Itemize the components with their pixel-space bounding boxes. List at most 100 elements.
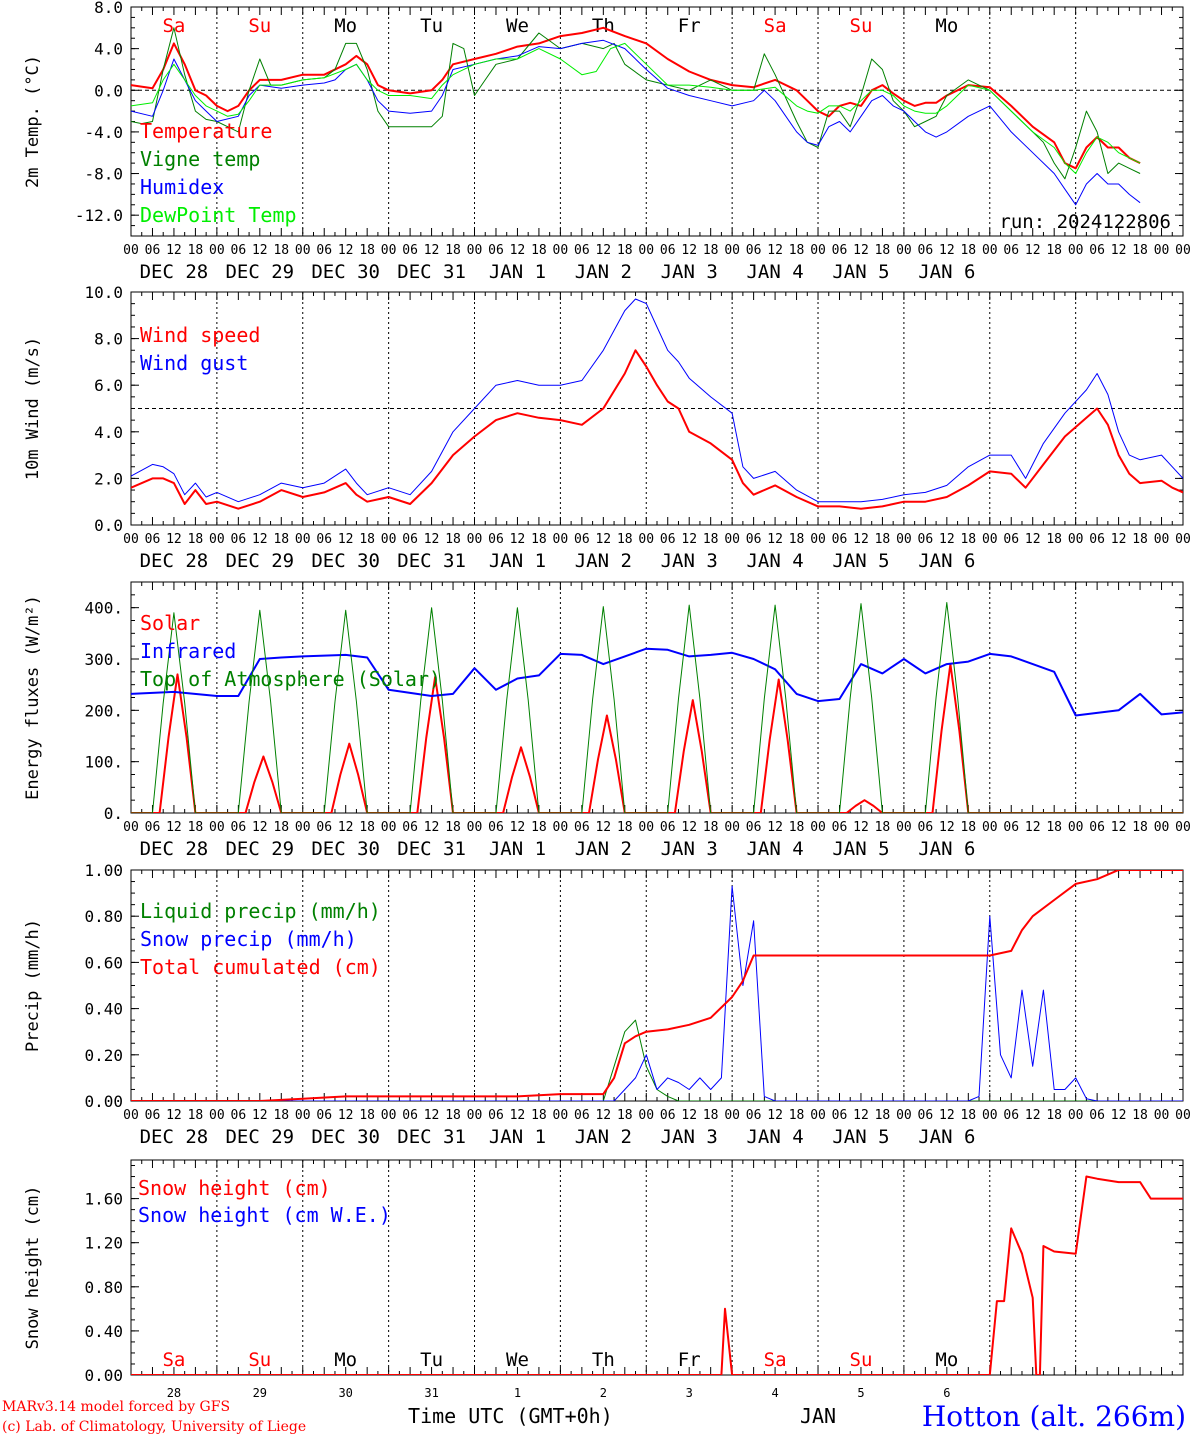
x-hour-label: 12 [681,820,697,835]
x-hour-label: 18 [875,532,891,547]
x-hour-label: 06 [488,820,504,835]
x-date-label: DEC 29 [225,550,294,572]
day-name-label: Su [850,1349,873,1371]
x-hour-label: 18 [531,532,547,547]
x-hour-label: 18 [359,1108,375,1123]
x-hour-label: 18 [617,532,633,547]
y-tick-label: 10.0 [84,283,123,302]
y-tick-label: 0.0 [94,81,123,100]
x-date-label: JAN 6 [918,261,975,283]
y-tick-label: 1.60 [84,1190,123,1209]
series-line-wind-speed [131,349,1183,510]
x-hour-label: 06 [746,532,762,547]
day-name-label: Sa [162,15,185,37]
x-hour-label: 18 [1046,532,1062,547]
x-hour-label: 18 [875,1108,891,1123]
x-hour-label: 12 [1025,532,1041,547]
y-tick-label: 0.80 [84,1278,123,1297]
y-axis-label: Precip (mm/h) [23,919,43,1052]
y-tick-label: 0.00 [84,1366,123,1385]
day-name-label: Sa [162,1349,185,1371]
x-hour-label: 06 [316,1108,332,1123]
x-hour-label: 12 [252,1108,268,1123]
x-hour-label: 12 [1111,1108,1127,1123]
x-day-number: 1 [514,1386,521,1400]
series-line-wind-gust [131,298,1183,503]
day-name-label: Su [248,15,271,37]
x-hour-label: 00 [638,532,654,547]
legend-entry: Snow precip (mm/h) [140,927,357,951]
x-hour-label: 18 [445,532,461,547]
x-hour-label: 00 [724,820,740,835]
x-hour-label: 06 [660,1108,676,1123]
x-day-number: 29 [253,1386,267,1400]
x-hour-label: 00 [467,243,483,258]
x-hour-label: 06 [746,243,762,258]
x-date-label: JAN 6 [918,838,975,860]
series-line-solar [131,663,1183,813]
x-hour-label: 12 [767,532,783,547]
x-date-label: JAN 3 [661,550,718,572]
y-axis-label: Snow height (cm) [23,1186,43,1350]
x-day-number: 3 [686,1386,693,1400]
x-hour-label: 18 [875,243,891,258]
x-date-label: JAN 1 [489,838,546,860]
x-hour-label: 06 [1089,532,1105,547]
x-hour-label: 18 [359,820,375,835]
y-tick-label: 6.0 [94,376,123,395]
x-hour-label: 00 [1175,532,1191,547]
x-hour-label: 12 [510,532,526,547]
x-hour-label: 00 [982,532,998,547]
x-hour-label: 18 [617,820,633,835]
x-hour-label: 18 [1132,820,1148,835]
x-date-label: JAN 5 [832,1126,889,1148]
x-date-label: JAN 3 [661,1126,718,1148]
x-hour-label: 00 [724,1108,740,1123]
x-date-label: DEC 28 [140,838,209,860]
x-hour-label: 12 [1025,820,1041,835]
x-hour-label: 12 [338,243,354,258]
x-hour-label: 00 [982,820,998,835]
y-axis-label: Energy fluxes (W/m²) [23,595,43,800]
x-hour-label: 00 [381,820,397,835]
station-name: Hotton (alt. 266m) [921,1400,1186,1433]
y-tick-label: 8.0 [94,330,123,349]
x-hour-label: 00 [381,1108,397,1123]
x-hour-label: 12 [853,820,869,835]
x-hour-label: 18 [531,820,547,835]
x-hour-label: 00 [638,820,654,835]
x-hour-label: 18 [1132,532,1148,547]
x-hour-label: 12 [338,1108,354,1123]
legend-entry: Total cumulated (cm) [140,955,381,979]
x-hour-label: 00 [123,532,139,547]
legend-entry: Temperature [140,119,272,143]
x-hour-label: 06 [832,1108,848,1123]
x-hour-label: 00 [1175,820,1191,835]
x-date-label: JAN 3 [661,838,718,860]
day-name-label: Sa [764,1349,787,1371]
x-hour-label: 06 [145,243,161,258]
x-hour-label: 18 [188,243,204,258]
x-hour-label: 00 [1068,1108,1084,1123]
day-name-label: Th [592,15,615,37]
footer-model-credit: MARv3.14 model forced by GFS [2,1399,231,1415]
x-date-label: DEC 29 [225,261,294,283]
day-name-label: Mo [935,15,958,37]
x-hour-label: 06 [832,820,848,835]
series-line-snow-precip-mm-h- [131,885,1183,1101]
x-hour-label: 06 [316,820,332,835]
y-tick-label: 400. [84,599,123,618]
x-hour-label: 06 [660,820,676,835]
day-name-label: We [506,1349,529,1371]
series-line-total-cumulated-cm- [131,870,1183,1101]
x-hour-label: 12 [1025,243,1041,258]
x-day-number: 28 [167,1386,181,1400]
x-date-label: JAN 5 [832,550,889,572]
x-date-label: JAN 1 [489,1126,546,1148]
series-line-liquid-precip-mm-h- [131,1019,1183,1101]
x-hour-label: 06 [832,243,848,258]
x-hour-label: 06 [918,1108,934,1123]
day-name-label: Tu [420,1349,443,1371]
x-date-label: DEC 30 [311,838,380,860]
x-hour-label: 00 [381,243,397,258]
